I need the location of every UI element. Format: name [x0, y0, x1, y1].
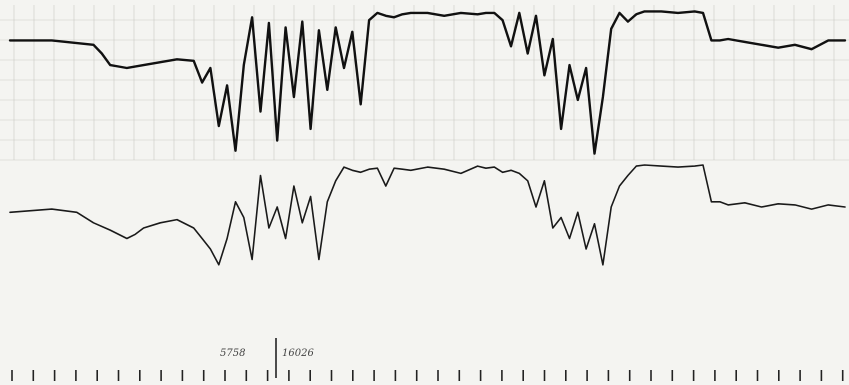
upper-trace-group — [8, 10, 847, 155]
annotation-left: 5758 — [220, 348, 245, 359]
upper-grid — [0, 5, 849, 161]
lower-trace-group — [9, 164, 846, 266]
bottom-tick-marks — [11, 370, 844, 381]
annotation-right: 16026 — [282, 348, 314, 359]
